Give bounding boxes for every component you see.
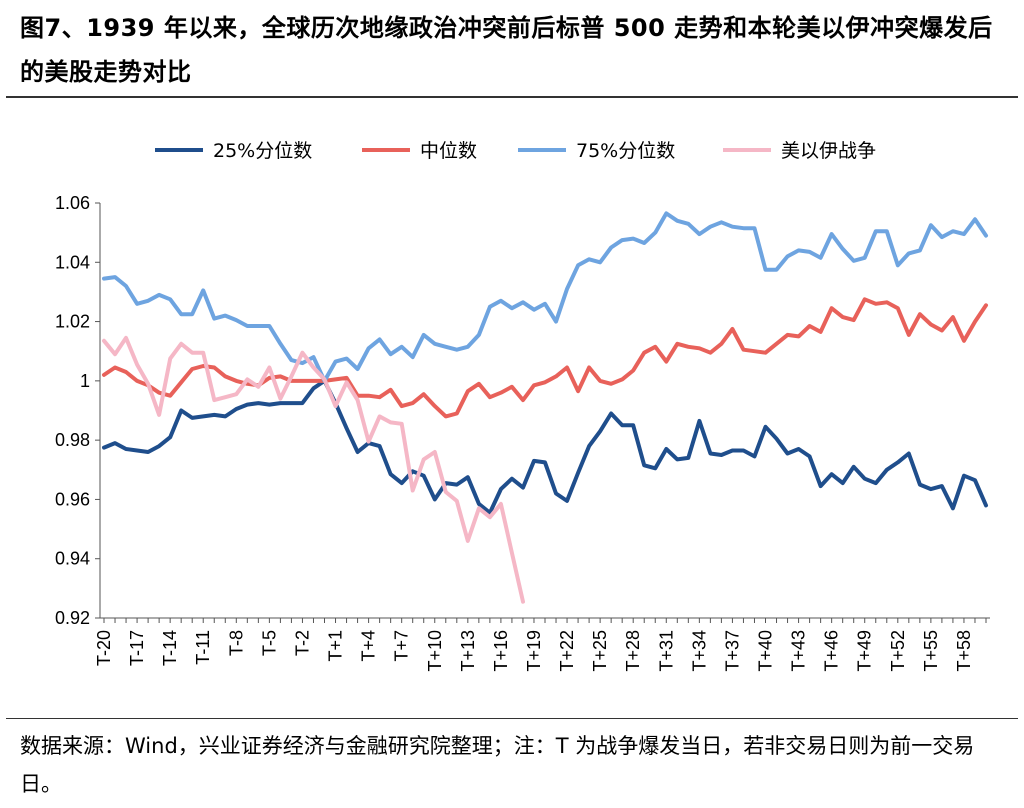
x-tick-label: T-11 [193,630,213,665]
line-chart: 25%分位数 中位数 75%分位数 美以伊战争 0.92 0.94 0.96 0.98 1 1.… [55,140,990,672]
x-tick-label: T+22 [557,630,577,672]
y-tick-label: 0.98 [55,430,90,450]
x-tick-label: T-5 [259,630,279,656]
y-tick-label: 0.94 [55,549,90,569]
x-tick-label: T+7 [392,630,412,662]
series-line-4 [102,335,525,604]
x-tick-label: T+16 [491,630,511,672]
y-tick-label: 1.02 [55,312,90,332]
series-line-2 [102,297,988,419]
series-lines [102,211,988,604]
y-axis: 0.92 0.94 0.96 0.98 1 1.02 1.04 1.06 [55,193,101,628]
x-tick-label: T+1 [326,630,346,662]
y-tick-label: 1 [80,371,90,391]
series-line-1 [102,378,988,515]
legend-label: 25%分位数 [213,140,312,162]
legend-label: 美以伊战争 [781,140,876,162]
y-tick-label: 1.04 [55,252,90,272]
x-tick-label: T+58 [954,630,974,672]
y-tick-label: 1.06 [55,193,90,213]
x-tick-label: T-17 [127,630,147,666]
legend-label: 中位数 [420,140,477,162]
page-title: 图7、1939 年以来，全球历次地缘政治冲突前后标普 500 走势和本轮美以伊冲… [20,14,993,86]
x-tick-label: T-2 [292,630,312,656]
x-tick-label: T+55 [921,630,941,672]
x-tick-label: T+4 [359,630,379,662]
y-tick-label: 0.92 [55,608,90,628]
source-note: 数据来源：Wind，兴业证券经济与金融研究院整理；注：T 为战争爆发当日，若非交… [20,734,975,796]
x-tick-label: T+40 [756,630,776,672]
footer-divider [6,718,1018,719]
x-tick-label: T+34 [689,630,709,672]
x-tick-label: T+49 [855,630,875,672]
y-tick-label: 0.96 [55,489,90,509]
title-divider [6,96,1018,98]
x-tick-label: T+31 [656,630,676,672]
x-tick-label: T+37 [722,630,742,672]
x-tick-label: T+10 [425,630,445,672]
x-tick-label: T-14 [160,630,180,666]
x-tick-label: T+13 [458,630,478,672]
x-tick-label: T+25 [590,630,610,672]
x-tick-label: T+19 [524,630,544,672]
x-tick-label: T+28 [623,630,643,672]
x-tick-label: T+46 [822,630,842,672]
x-tick-label: T+43 [789,630,809,672]
series-line-3 [102,211,988,383]
x-axis: T-20 T-17 T-14 T-11 T-8 T-5 T-2 T+1 T+4 T+7 T+10 T+… [94,617,990,672]
x-tick-label: T-20 [94,630,114,666]
legend-label: 75%分位数 [576,140,675,162]
x-tick-label: T+52 [888,630,908,672]
chart-legend: 25%分位数 中位数 75%分位数 美以伊战争 [155,140,876,162]
x-tick-label: T-8 [226,630,246,656]
